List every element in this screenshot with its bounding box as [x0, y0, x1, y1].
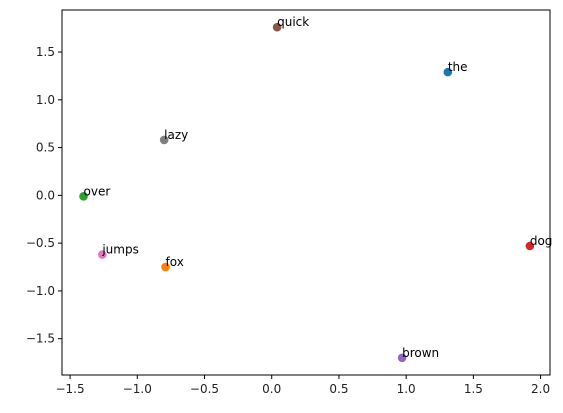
point-label-over: over: [84, 184, 111, 198]
plot-area: [62, 10, 550, 375]
data-point-lazy: [159, 135, 169, 145]
y-tick-label: 1.0: [36, 93, 55, 107]
point-label-fox: fox: [166, 255, 184, 269]
y-axis: −1.5 −1.0 −0.5 0.0 0.5 1.0 1.5: [26, 45, 62, 346]
y-tick-label: −1.0: [26, 284, 55, 298]
y-tick-label: 0.5: [36, 141, 55, 155]
data-point-brown: [397, 353, 407, 363]
data-point-the: [443, 67, 453, 77]
point-label-lazy: lazy: [164, 128, 188, 142]
plot-frame: [61, 9, 551, 376]
x-tick-label: 2.0: [531, 382, 550, 396]
data-point-quick: [272, 22, 282, 32]
x-tick-label: 0.0: [262, 382, 281, 396]
y-tick-label: 1.5: [36, 45, 55, 59]
point-label-brown: brown: [402, 346, 439, 360]
point-label-the: the: [448, 60, 468, 74]
point-labels-layer: the fox over dog brown quick jumps lazy: [84, 15, 553, 360]
data-point-fox: [161, 262, 170, 272]
data-point-jumps: [98, 250, 107, 259]
y-tick-label: −0.5: [26, 236, 55, 250]
x-tick-label: −0.5: [190, 382, 219, 396]
point-label-jumps: jumps: [101, 243, 139, 257]
x-tick-label: 1.5: [464, 382, 483, 396]
x-axis: −1.5 −1.0 −0.5 0.0 0.5 1.0 1.5 2.0: [55, 375, 550, 396]
data-point-over: [79, 192, 88, 201]
point-label-quick: quick: [277, 15, 309, 29]
x-tick-label: −1.5: [55, 382, 84, 396]
y-tick-label: −1.5: [26, 332, 55, 346]
x-tick-label: 0.5: [329, 382, 348, 396]
x-tick-label: 1.0: [397, 382, 416, 396]
data-point-dog: [525, 241, 535, 251]
point-label-dog: dog: [530, 234, 553, 248]
y-tick-label: 0.0: [36, 188, 55, 202]
points-layer: [79, 22, 535, 363]
x-tick-label: −1.0: [123, 382, 152, 396]
